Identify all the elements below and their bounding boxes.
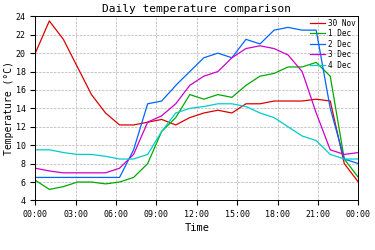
1 Dec — [225, 95, 230, 98]
2 Dec — [34, 176, 39, 179]
4 Dec — [216, 102, 220, 105]
Line: 4 Dec: 4 Dec — [35, 104, 358, 159]
4 Dec — [308, 137, 312, 140]
30 Nov — [47, 20, 52, 22]
2 Dec — [286, 26, 290, 29]
1 Dec — [356, 176, 361, 179]
Y-axis label: Temperature (°C): Temperature (°C) — [4, 62, 14, 156]
1 Dec — [314, 61, 318, 64]
1 Dec — [232, 94, 236, 97]
3 Dec — [226, 60, 231, 62]
30 Nov — [232, 110, 236, 113]
Line: 30 Nov: 30 Nov — [35, 21, 358, 182]
2 Dec — [327, 101, 332, 104]
3 Dec — [225, 60, 230, 64]
3 Dec — [356, 151, 361, 154]
Line: 3 Dec: 3 Dec — [35, 46, 358, 173]
3 Dec — [33, 167, 38, 170]
Line: 2 Dec: 2 Dec — [35, 28, 358, 178]
1 Dec — [226, 95, 231, 98]
2 Dec — [224, 54, 229, 58]
1 Dec — [33, 179, 38, 182]
3 Dec — [328, 148, 333, 151]
3 Dec — [61, 171, 66, 174]
4 Dec — [356, 158, 361, 160]
X-axis label: Time: Time — [184, 223, 209, 233]
2 Dec — [225, 55, 230, 58]
4 Dec — [117, 158, 122, 160]
30 Nov — [33, 52, 38, 55]
3 Dec — [232, 55, 236, 58]
2 Dec — [356, 162, 361, 165]
4 Dec — [33, 148, 38, 151]
30 Nov — [306, 99, 311, 102]
30 Nov — [356, 180, 361, 184]
30 Nov — [225, 111, 230, 114]
30 Nov — [34, 49, 39, 52]
1 Dec — [34, 180, 39, 182]
4 Dec — [228, 102, 232, 105]
1 Dec — [328, 75, 333, 78]
4 Dec — [226, 102, 231, 105]
30 Nov — [327, 100, 332, 102]
1 Dec — [306, 63, 311, 66]
2 Dec — [231, 55, 235, 58]
1 Dec — [47, 188, 52, 191]
3 Dec — [308, 92, 312, 95]
30 Nov — [226, 111, 231, 114]
Legend: 30 Nov, 1 Dec, 2 Dec, 3 Dec, 4 Dec: 30 Nov, 1 Dec, 2 Dec, 3 Dec, 4 Dec — [309, 18, 357, 70]
3 Dec — [258, 44, 262, 47]
Line: 1 Dec: 1 Dec — [35, 62, 358, 190]
4 Dec — [233, 103, 237, 106]
2 Dec — [306, 29, 311, 32]
Title: Daily temperature comparison: Daily temperature comparison — [102, 4, 291, 14]
3 Dec — [34, 167, 39, 170]
4 Dec — [328, 153, 333, 156]
2 Dec — [33, 176, 38, 179]
4 Dec — [34, 148, 39, 151]
